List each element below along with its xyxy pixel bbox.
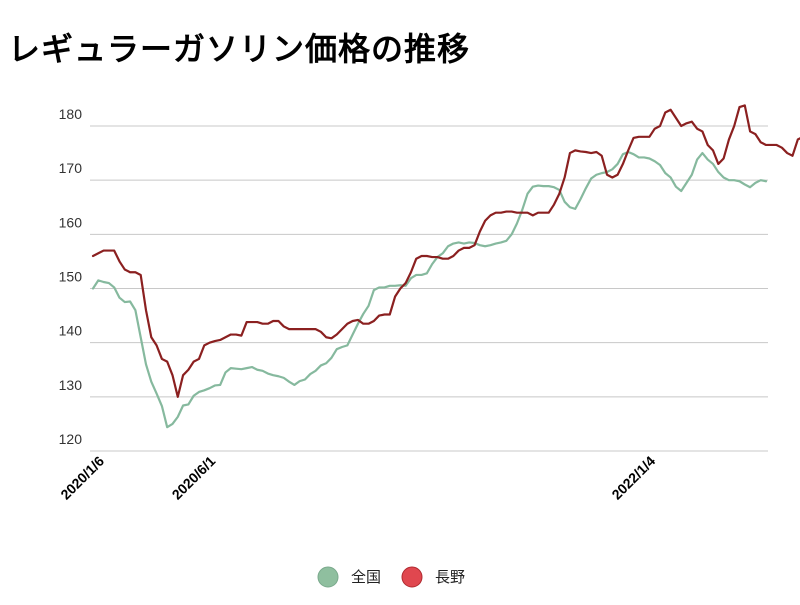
y-tick-label: 180	[59, 106, 83, 122]
series-line-1	[91, 104, 800, 398]
x-tick-label: 2020/6/1	[169, 453, 219, 503]
legend: 全国 長野	[317, 566, 465, 588]
y-axis-ticks: 120 130 140 150 160 170 180	[59, 106, 83, 447]
chart-title: レギュラーガソリン価格の推移	[8, 30, 471, 68]
y-tick-label: 150	[59, 269, 83, 285]
x-axis-ticks: 2020/1/6 2020/6/1 2022/1/4	[57, 453, 658, 503]
y-tick-label: 170	[59, 160, 83, 176]
series-line-0	[91, 150, 768, 429]
legend-swatch	[401, 566, 423, 588]
grid-lines	[90, 125, 768, 452]
x-tick-label: 2022/1/4	[608, 453, 658, 503]
y-tick-label: 120	[59, 431, 83, 447]
x-tick-label: 2020/1/6	[57, 453, 107, 503]
legend-label: 長野	[435, 568, 465, 586]
y-tick-label: 160	[59, 214, 83, 230]
y-tick-label: 140	[59, 323, 83, 339]
legend-swatch	[317, 566, 339, 588]
series-lines	[91, 104, 800, 429]
y-tick-label: 130	[59, 377, 83, 393]
legend-label: 全国	[351, 568, 381, 586]
